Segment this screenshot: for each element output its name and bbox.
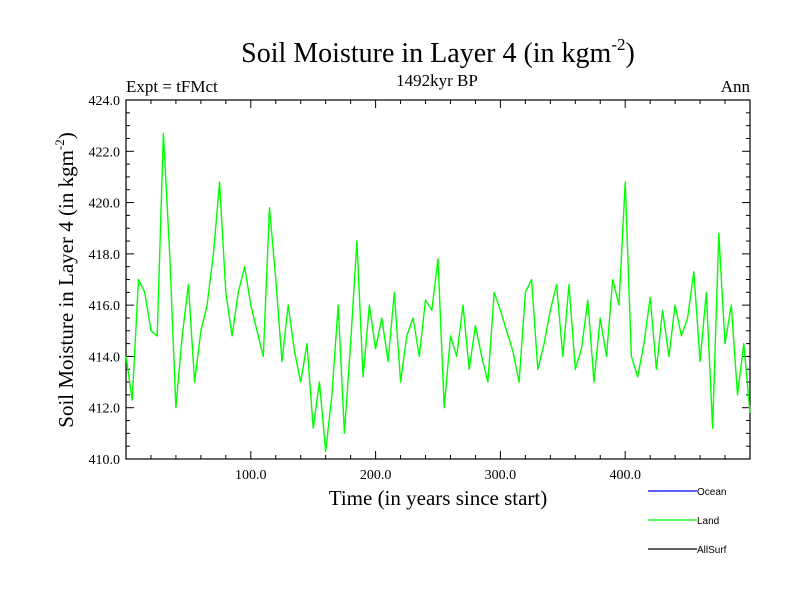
y-axis-label-close: ) (54, 132, 78, 139)
y-tick-label: 418.0 (89, 248, 121, 263)
chart-title-close: ) (626, 38, 635, 69)
series-line-land (125, 132, 751, 452)
x-tick-label: 200.0 (360, 468, 392, 483)
y-axis-label: Soil Moisture in Layer 4 (in kgm-2) (52, 132, 78, 427)
legend-label-land: Land (697, 516, 719, 527)
legend-label-ocean: Ocean (697, 487, 726, 498)
y-axis-label-exp: -2 (52, 139, 67, 150)
y-axis-ticks: 410.0 412.0 414.0 416.0 418.0 420.0 422.0 424.0 (89, 94, 750, 468)
chart-title: Soil Moisture in Layer 4 (in kgm-2) (241, 35, 635, 69)
y-tick-label: 424.0 (89, 94, 121, 109)
x-tick-label: 300.0 (485, 468, 517, 483)
x-axis-ticks: 100.0 200.0 300.0 400.0 (150, 100, 726, 483)
chart-subtitle: 1492kyr BP (396, 71, 478, 90)
y-tick-label: 414.0 (89, 350, 121, 365)
y-tick-label: 412.0 (89, 402, 121, 417)
expt-label: Expt = tFMct (126, 77, 218, 96)
series-group (125, 132, 751, 452)
y-tick-label: 422.0 (89, 145, 121, 160)
x-tick-label: 100.0 (235, 468, 267, 483)
y-tick-label: 416.0 (89, 299, 121, 314)
season-label: Ann (721, 77, 751, 96)
plot-frame (125, 99, 751, 460)
y-axis-label-main: Soil Moisture in Layer 4 (in kgm (54, 150, 78, 428)
chart-title-main: Soil Moisture in Layer 4 (in kgm (241, 38, 611, 69)
chart-title-exp: -2 (611, 35, 625, 54)
y-tick-label: 410.0 (89, 453, 121, 468)
legend-label-allsurf: AllSurf (697, 545, 727, 556)
x-tick-label: 400.0 (609, 468, 641, 483)
y-tick-label: 420.0 (89, 197, 121, 212)
legend: Ocean Land AllSurf (648, 487, 727, 556)
x-axis-label: Time (in years since start) (329, 486, 548, 510)
